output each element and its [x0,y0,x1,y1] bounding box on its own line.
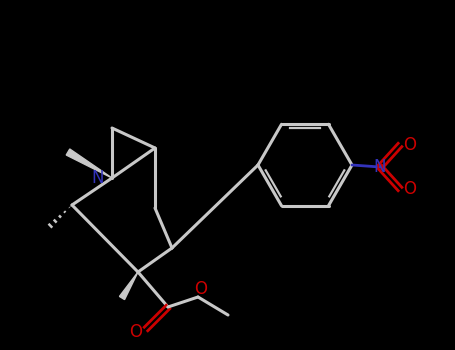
Text: O: O [404,180,416,198]
Text: O: O [404,136,416,154]
Text: N: N [92,169,104,187]
Text: N: N [374,158,386,176]
Polygon shape [66,149,112,178]
Text: O: O [194,280,207,298]
Polygon shape [120,272,138,300]
Text: O: O [130,323,142,341]
